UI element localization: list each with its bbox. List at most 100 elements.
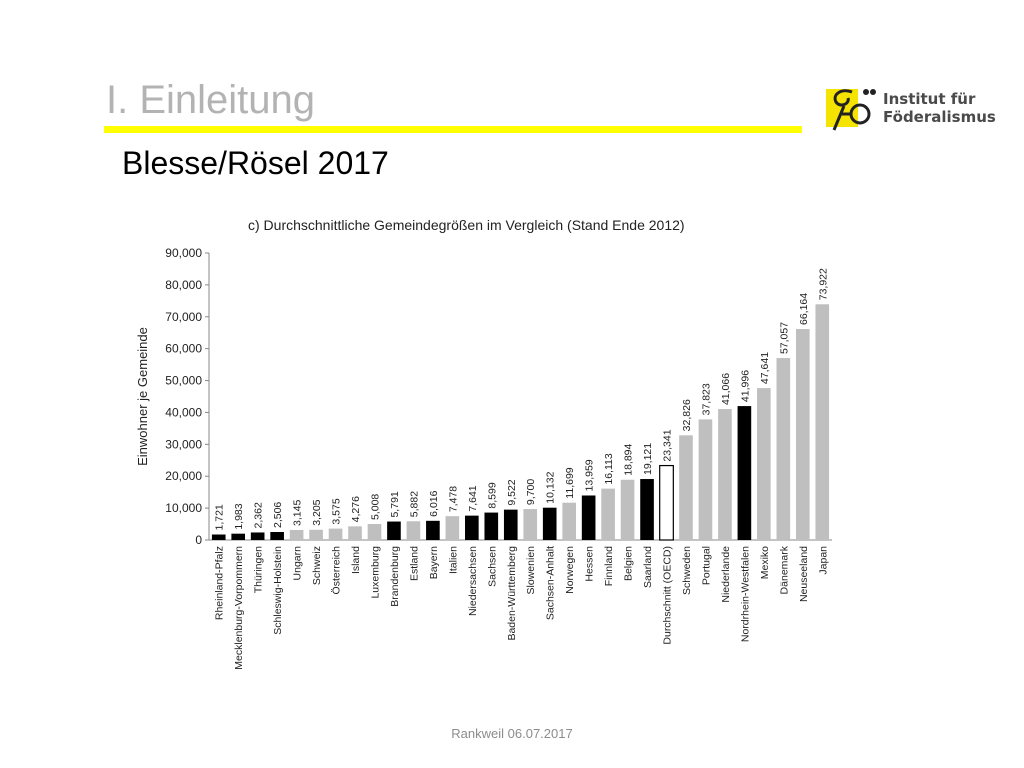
data-label: 5,008 xyxy=(369,494,381,520)
x-tick-label: Schweiz xyxy=(311,546,323,585)
data-label: 41,066 xyxy=(720,373,732,405)
data-label: 6,016 xyxy=(428,490,440,516)
data-label: 73,922 xyxy=(817,268,829,300)
data-label: 16,113 xyxy=(603,453,615,484)
x-tick-label: Neuseeland xyxy=(798,546,810,602)
title-underline xyxy=(104,126,802,133)
bar xyxy=(328,528,343,540)
institute-logo: Institut für Föderalismus xyxy=(822,84,996,136)
data-label: 37,823 xyxy=(700,383,712,415)
y-tick-label: 50,000 xyxy=(165,374,202,388)
data-label: 41,996 xyxy=(739,370,751,402)
bar xyxy=(620,479,635,540)
data-label: 9,522 xyxy=(506,479,518,505)
bar xyxy=(640,479,654,540)
bar xyxy=(562,502,576,540)
bar xyxy=(659,464,674,541)
data-label: 1,721 xyxy=(214,504,226,530)
x-tick-label: Durchschnitt (OECD) xyxy=(662,546,674,645)
x-tick-label: Dänemark xyxy=(778,545,790,594)
x-tick-label: Hessen xyxy=(584,546,596,582)
chart-title: c) Durchschnittliche Gemeindegrößen im V… xyxy=(248,217,685,233)
data-label: 3,145 xyxy=(292,500,304,526)
data-label: 8,599 xyxy=(486,482,498,508)
bar xyxy=(503,509,518,540)
y-tick-label: 80,000 xyxy=(165,278,202,292)
data-label: 1,983 xyxy=(233,503,245,529)
y-tick-label: 0 xyxy=(195,533,202,547)
x-tick-label: Portugal xyxy=(700,546,712,585)
bar xyxy=(542,507,557,540)
bar xyxy=(231,533,246,540)
x-tick-label: Niedersachsen xyxy=(467,546,479,616)
x-tick-label: Baden-Württemberg xyxy=(506,546,518,641)
data-label: 23,341 xyxy=(662,429,674,461)
bar xyxy=(309,529,323,540)
data-label: 10,132 xyxy=(545,471,557,503)
bar xyxy=(270,532,284,540)
data-label: 11,699 xyxy=(564,467,576,498)
footer-date: Rankweil 06.07.2017 xyxy=(451,726,573,741)
bar xyxy=(211,534,226,540)
x-tick-label: Schleswig-Holstein xyxy=(272,546,284,635)
x-tick-label: Sachsen-Anhalt xyxy=(545,546,557,620)
bar xyxy=(815,304,830,540)
logo-line-1: Institut für xyxy=(883,90,976,108)
y-axis-label: Einwohner je Gemeinde xyxy=(135,327,150,466)
y-tick-label: 10,000 xyxy=(165,501,202,515)
data-label: 13,959 xyxy=(584,459,596,491)
bar xyxy=(679,435,693,540)
data-label: 47,641 xyxy=(759,352,771,384)
x-tick-label: Japan xyxy=(817,546,829,575)
data-label: 66,164 xyxy=(798,293,810,325)
data-label: 4,276 xyxy=(350,496,362,522)
data-label: 32,826 xyxy=(681,399,693,431)
logo-text: Institut für Föderalismus xyxy=(883,90,996,126)
x-tick-label: Mecklenburg-Vorpommern xyxy=(233,546,245,670)
logo-mark-icon xyxy=(826,89,876,131)
x-tick-label: Mexiko xyxy=(759,546,771,579)
x-tick-label: Österreich xyxy=(331,546,343,595)
data-label: 19,121 xyxy=(642,443,654,475)
bar xyxy=(523,509,538,540)
y-tick-label: 30,000 xyxy=(165,437,202,451)
y-tick-label: 90,000 xyxy=(165,246,202,260)
bar xyxy=(718,409,732,540)
data-label: 2,362 xyxy=(253,502,265,528)
bar xyxy=(289,529,304,540)
x-tick-label: Niederlande xyxy=(720,546,732,603)
data-label: 3,575 xyxy=(331,498,343,524)
x-tick-label: Ungarn xyxy=(292,546,304,581)
bar xyxy=(465,515,479,540)
slide-subtitle: Blesse/Rösel 2017 xyxy=(122,145,389,181)
x-tick-label: Nordrhein-Westfalen xyxy=(739,546,751,642)
y-tick-label: 60,000 xyxy=(165,342,202,356)
data-label: 7,478 xyxy=(447,486,459,512)
x-tick-label: Schweden xyxy=(681,546,693,595)
x-tick-label: Rheinland-Pfalz xyxy=(214,546,226,620)
y-tick-label: 40,000 xyxy=(165,405,202,419)
data-label: 9,700 xyxy=(525,479,537,505)
y-tick-label: 70,000 xyxy=(165,310,202,324)
y-tick-label: 20,000 xyxy=(165,469,202,483)
bar-chart: c) Durchschnittliche Gemeindegrößen im V… xyxy=(135,217,832,670)
data-label: 7,641 xyxy=(467,485,479,511)
bar xyxy=(484,512,499,540)
data-label: 3,205 xyxy=(311,499,323,525)
bar xyxy=(348,526,362,540)
x-tick-label: Bayern xyxy=(428,546,440,579)
data-label: 5,882 xyxy=(408,491,420,517)
x-tick-label: Slowenien xyxy=(525,546,537,595)
x-tick-label: Island xyxy=(350,546,362,574)
x-tick-label: Belgien xyxy=(623,546,635,581)
data-label: 2,506 xyxy=(272,502,284,528)
bar xyxy=(250,532,265,540)
bar xyxy=(581,495,596,540)
x-tick-label: Finnland xyxy=(603,546,615,586)
x-tick-label: Brandenburg xyxy=(389,546,401,607)
slide-title: I. Einleitung xyxy=(106,78,316,122)
bar xyxy=(445,516,460,540)
x-tick-label: Thüringen xyxy=(253,546,265,593)
x-tick-label: Norwegen xyxy=(564,546,576,594)
bar xyxy=(426,520,440,540)
